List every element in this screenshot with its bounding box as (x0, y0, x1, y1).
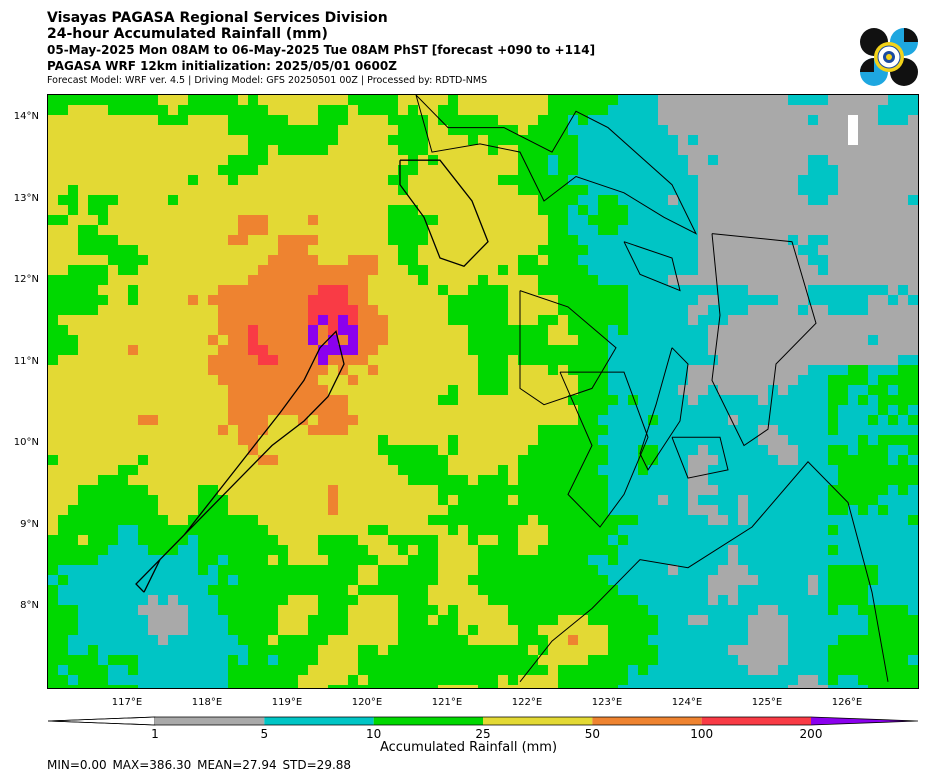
longitude-label: 121°E (431, 697, 463, 708)
colorbar-tick-label: 25 (475, 727, 491, 741)
latitude-label: 14°N (13, 111, 39, 123)
latitude-label: 11°N (13, 355, 39, 367)
longitude-label: 119°E (271, 697, 303, 708)
colorbar-bin (592, 717, 702, 725)
colorbar-bin (264, 717, 374, 725)
rainfall-grid (48, 95, 918, 688)
pagasa-logo (860, 28, 918, 86)
colorbar-bin (155, 717, 265, 725)
longitude-label: 124°E (671, 697, 703, 708)
latitude-label: 9°N (20, 518, 39, 530)
colorbar-tick-label: 200 (799, 727, 823, 741)
longitude-label: 122°E (511, 697, 543, 708)
colorbar (47, 716, 919, 726)
longitude-label: 125°E (751, 697, 783, 708)
coastline (671, 436, 729, 479)
colorbar-label: Accumulated Rainfall (mm) (379, 740, 558, 755)
longitude-label: 117°E (111, 697, 143, 708)
coastline (623, 241, 681, 292)
latitude-label: 8°N (20, 600, 39, 612)
rainfall-map[interactable] (47, 94, 919, 689)
coastline (415, 95, 698, 235)
latitude-label: 12°N (13, 274, 39, 286)
latitude-label: 13°N (13, 192, 39, 204)
title-valid-period: 05-May-2025 Mon 08AM to 06-May-2025 Tue … (47, 43, 596, 57)
title-division: Visayas PAGASA Regional Services Divisio… (47, 10, 388, 26)
title-product: 24-hour Accumulated Rainfall (mm) (47, 26, 328, 42)
longitude-label: 126°E (831, 697, 863, 708)
colorbar-bin (373, 717, 483, 725)
coastline (135, 330, 345, 593)
statistics-text: MIN=0.00 MAX=386.30 MEAN=27.94 STD=29.88 (47, 758, 352, 772)
colorbar-tick-label: 100 (690, 727, 714, 741)
coastline (711, 233, 817, 447)
colorbar-bin (701, 717, 811, 725)
colorbar-tick-label: 5 (260, 727, 269, 741)
colorbar-bin (483, 717, 593, 725)
coastline (639, 347, 689, 471)
coastline (519, 461, 889, 683)
colorbar-bin (47, 716, 156, 726)
colorbar-bin (811, 717, 918, 725)
coastline (519, 290, 617, 406)
model-info: Forecast Model: WRF ver. 4.5 | Driving M… (47, 75, 488, 86)
colorbar-tick-label: 50 (584, 727, 600, 741)
coastline (399, 159, 489, 267)
colorbar-tick-label: 10 (366, 727, 382, 741)
latitude-label: 10°N (13, 437, 39, 449)
longitude-label: 123°E (591, 697, 623, 708)
longitude-label: 120°E (351, 697, 383, 708)
coastline (559, 371, 649, 528)
longitude-label: 118°E (191, 697, 223, 708)
title-initialization: PAGASA WRF 12km initialization: 2025/05/… (47, 59, 397, 73)
colorbar-tick-label: 1 (151, 727, 159, 741)
